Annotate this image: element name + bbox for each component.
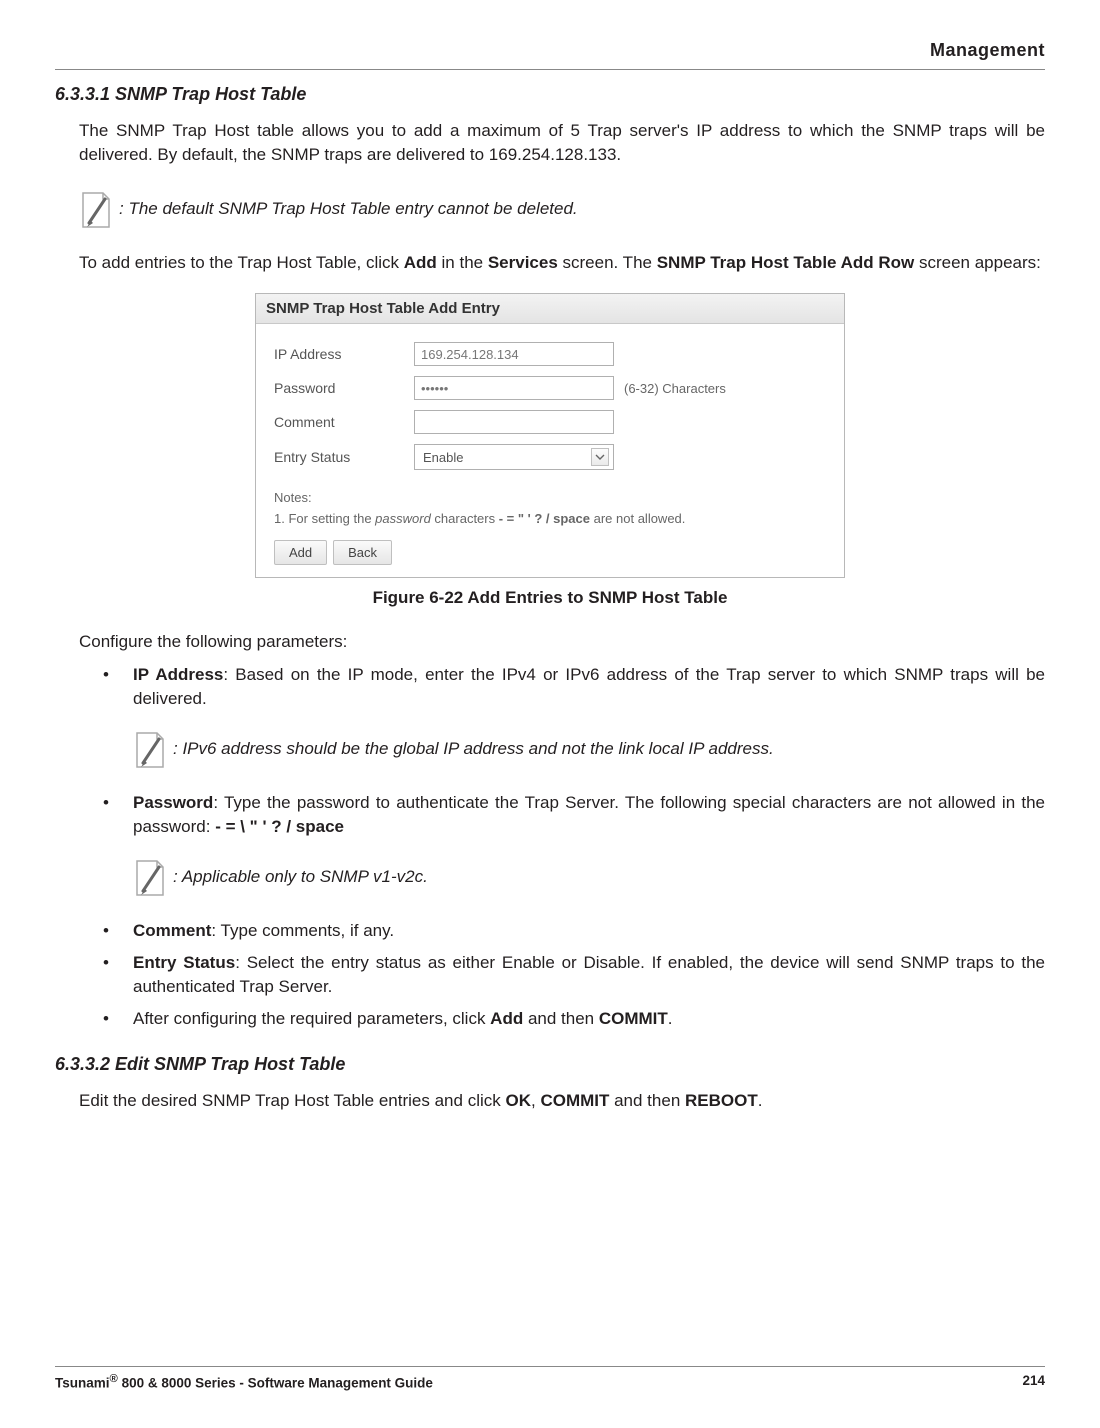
t: in the xyxy=(437,253,488,272)
t: . xyxy=(758,1091,763,1110)
t: screen. The xyxy=(558,253,657,272)
t: 1. For setting the xyxy=(274,511,375,526)
edit-paragraph: Edit the desired SNMP Trap Host Table en… xyxy=(79,1089,1045,1113)
t: : Select the entry status as either Enab… xyxy=(133,953,1045,996)
ip-label: IP Address xyxy=(133,665,223,684)
configure-intro: Configure the following parameters: xyxy=(79,630,1045,654)
registered-icon: ® xyxy=(110,1373,118,1385)
bullet-icon: • xyxy=(103,919,133,943)
t: After configuring the required parameter… xyxy=(133,1009,490,1028)
add-button[interactable]: Add xyxy=(274,540,327,565)
footer-rule xyxy=(55,1366,1045,1367)
list-item: • Entry Status: Select the entry status … xyxy=(103,951,1045,999)
notes-line: 1. For setting the password characters -… xyxy=(274,511,826,526)
notes-chars: - = " ' ? / space xyxy=(499,511,590,526)
t: and then xyxy=(609,1091,685,1110)
ok-kw: OK xyxy=(505,1091,531,1110)
figure-caption: Figure 6-22 Add Entries to SNMP Host Tab… xyxy=(55,588,1045,608)
t: and then xyxy=(523,1009,599,1028)
panel-body: IP Address Password (6-32) Characters Co… xyxy=(256,324,844,577)
label-password: Password xyxy=(274,380,414,396)
t: Tsunami xyxy=(55,1375,110,1390)
note-icon xyxy=(133,855,169,899)
status-value: Enable xyxy=(423,450,463,465)
param-list-2: • Password: Type the password to authent… xyxy=(55,791,1045,839)
entry-label: Entry Status xyxy=(133,953,235,972)
screenshot-panel: SNMP Trap Host Table Add Entry IP Addres… xyxy=(255,293,845,578)
row-ip: IP Address xyxy=(274,342,826,366)
note-text: : The default SNMP Trap Host Table entry… xyxy=(119,197,578,221)
label-ip: IP Address xyxy=(274,346,414,362)
chapter-title: Management xyxy=(55,40,1045,69)
li-entry-status: Entry Status: Select the entry status as… xyxy=(133,951,1045,999)
add-kw: Add xyxy=(404,253,437,272)
t: screen appears: xyxy=(914,253,1041,272)
pwd-chars: - = \ " ' ? / space xyxy=(215,817,344,836)
ip-input[interactable] xyxy=(414,342,614,366)
note-default-entry: : The default SNMP Trap Host Table entry… xyxy=(79,187,1045,231)
li-password: Password: Type the password to authentic… xyxy=(133,791,1045,839)
chevron-down-icon xyxy=(591,448,609,466)
t: 800 & 8000 Series - Software Management … xyxy=(118,1375,433,1390)
header-rule xyxy=(55,69,1045,70)
status-select[interactable]: Enable xyxy=(414,444,614,470)
list-item: • Password: Type the password to authent… xyxy=(103,791,1045,839)
t: : Based on the IP mode, enter the IPv4 o… xyxy=(133,665,1045,708)
add-kw: Add xyxy=(490,1009,523,1028)
param-list: • IP Address: Based on the IP mode, ente… xyxy=(55,663,1045,711)
list-item: • IP Address: Based on the IP mode, ente… xyxy=(103,663,1045,711)
t: Edit the desired SNMP Trap Host Table en… xyxy=(79,1091,505,1110)
list-item: • After configuring the required paramet… xyxy=(103,1007,1045,1031)
commit-kw: COMMIT xyxy=(540,1091,609,1110)
panel-title: SNMP Trap Host Table Add Entry xyxy=(256,294,844,324)
t: To add entries to the Trap Host Table, c… xyxy=(79,253,404,272)
note-ipv6: : IPv6 address should be the global IP a… xyxy=(133,727,1045,771)
add-instruction: To add entries to the Trap Host Table, c… xyxy=(79,251,1045,275)
note-text: : IPv6 address should be the global IP a… xyxy=(173,737,774,761)
row-comment: Comment xyxy=(274,410,826,434)
commit-kw: COMMIT xyxy=(599,1009,668,1028)
label-status: Entry Status xyxy=(274,449,414,465)
bullet-icon: • xyxy=(103,663,133,711)
notes-block: Notes: 1. For setting the password chara… xyxy=(274,490,826,526)
back-button[interactable]: Back xyxy=(333,540,392,565)
t: . xyxy=(668,1009,673,1028)
param-list-3: • Comment: Type comments, if any. • Entr… xyxy=(55,919,1045,1032)
notes-label: Notes: xyxy=(274,490,826,505)
t: are not allowed. xyxy=(590,511,685,526)
note-snmp-version: : Applicable only to SNMP v1-v2c. xyxy=(133,855,1045,899)
li-ip: IP Address: Based on the IP mode, enter … xyxy=(133,663,1045,711)
section-heading-1: 6.3.3.1 SNMP Trap Host Table xyxy=(55,84,1045,105)
li-comment: Comment: Type comments, if any. xyxy=(133,919,1045,943)
intro-paragraph: The SNMP Trap Host table allows you to a… xyxy=(79,119,1045,167)
row-password: Password (6-32) Characters xyxy=(274,376,826,400)
bullet-icon: • xyxy=(103,791,133,839)
note-icon xyxy=(133,727,169,771)
page-footer: Tsunami® 800 & 8000 Series - Software Ma… xyxy=(0,1366,1100,1391)
services-kw: Services xyxy=(488,253,558,272)
comment-label: Comment xyxy=(133,921,211,940)
footer-left: Tsunami® 800 & 8000 Series - Software Ma… xyxy=(55,1373,433,1391)
section-heading-2: 6.3.3.2 Edit SNMP Trap Host Table xyxy=(55,1054,1045,1075)
button-row: Add Back xyxy=(274,540,826,565)
page-number: 214 xyxy=(1022,1373,1045,1391)
notes-em: password xyxy=(375,511,431,526)
pwd-label: Password xyxy=(133,793,213,812)
t: : Type comments, if any. xyxy=(211,921,394,940)
screen-kw: SNMP Trap Host Table Add Row xyxy=(657,253,915,272)
note-icon xyxy=(79,187,115,231)
password-input[interactable] xyxy=(414,376,614,400)
t: characters xyxy=(431,511,499,526)
reboot-kw: REBOOT xyxy=(685,1091,758,1110)
comment-input[interactable] xyxy=(414,410,614,434)
list-item: • Comment: Type comments, if any. xyxy=(103,919,1045,943)
label-comment: Comment xyxy=(274,414,414,430)
bullet-icon: • xyxy=(103,1007,133,1031)
row-status: Entry Status Enable xyxy=(274,444,826,470)
bullet-icon: • xyxy=(103,951,133,999)
li-commit: After configuring the required parameter… xyxy=(133,1007,1045,1031)
password-hint: (6-32) Characters xyxy=(624,381,726,396)
note-text: : Applicable only to SNMP v1-v2c. xyxy=(173,865,428,889)
